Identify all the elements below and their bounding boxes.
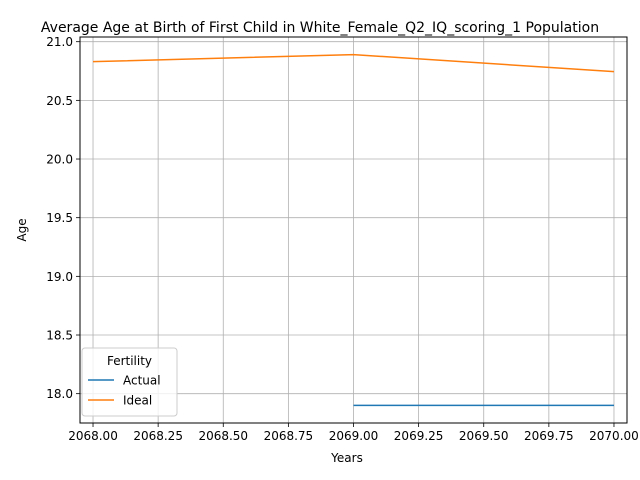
- x-tick-label: 2069.25: [394, 429, 444, 443]
- x-axis: 2068.00 2068.25 2068.50 2068.75 2069.00 2069.…: [68, 423, 639, 443]
- grid-lines: [80, 37, 627, 423]
- legend-entry-label: Ideal: [123, 394, 152, 408]
- x-tick-label: 2068.25: [133, 429, 183, 443]
- y-tick-label: 20.5: [46, 94, 73, 108]
- legend-title: Fertility: [107, 354, 152, 368]
- x-axis-label: Years: [330, 451, 363, 465]
- y-tick-label: 18.0: [46, 387, 73, 401]
- x-tick-label: 2070.00: [589, 429, 639, 443]
- x-tick-label: 2068.00: [68, 429, 118, 443]
- y-tick-label: 18.5: [46, 329, 73, 343]
- x-tick-label: 2069.75: [524, 429, 574, 443]
- series-layer: [93, 53, 615, 407]
- y-tick-label: 19.5: [46, 211, 73, 225]
- legend-entry-label: Actual: [123, 374, 161, 388]
- chart-title: Average Age at Birth of First Child in W…: [41, 20, 599, 36]
- y-tick-label: 20.0: [46, 153, 73, 167]
- y-axis: 18.0 18.5 19.0 19.5 20.0 20.5 21.0: [46, 35, 80, 401]
- x-tick-label: 2068.50: [198, 429, 248, 443]
- y-tick-label: 19.0: [46, 270, 73, 284]
- legend-box: [81, 347, 178, 417]
- series-line-ideal: [93, 53, 615, 73]
- x-tick-label: 2068.75: [264, 429, 314, 443]
- x-tick-label: 2069.00: [329, 429, 379, 443]
- y-axis-label: Age: [15, 218, 29, 241]
- y-tick-label: 21.0: [46, 35, 73, 49]
- legend: Fertility Actual Ideal: [81, 347, 178, 417]
- x-tick-label: 2069.50: [459, 429, 509, 443]
